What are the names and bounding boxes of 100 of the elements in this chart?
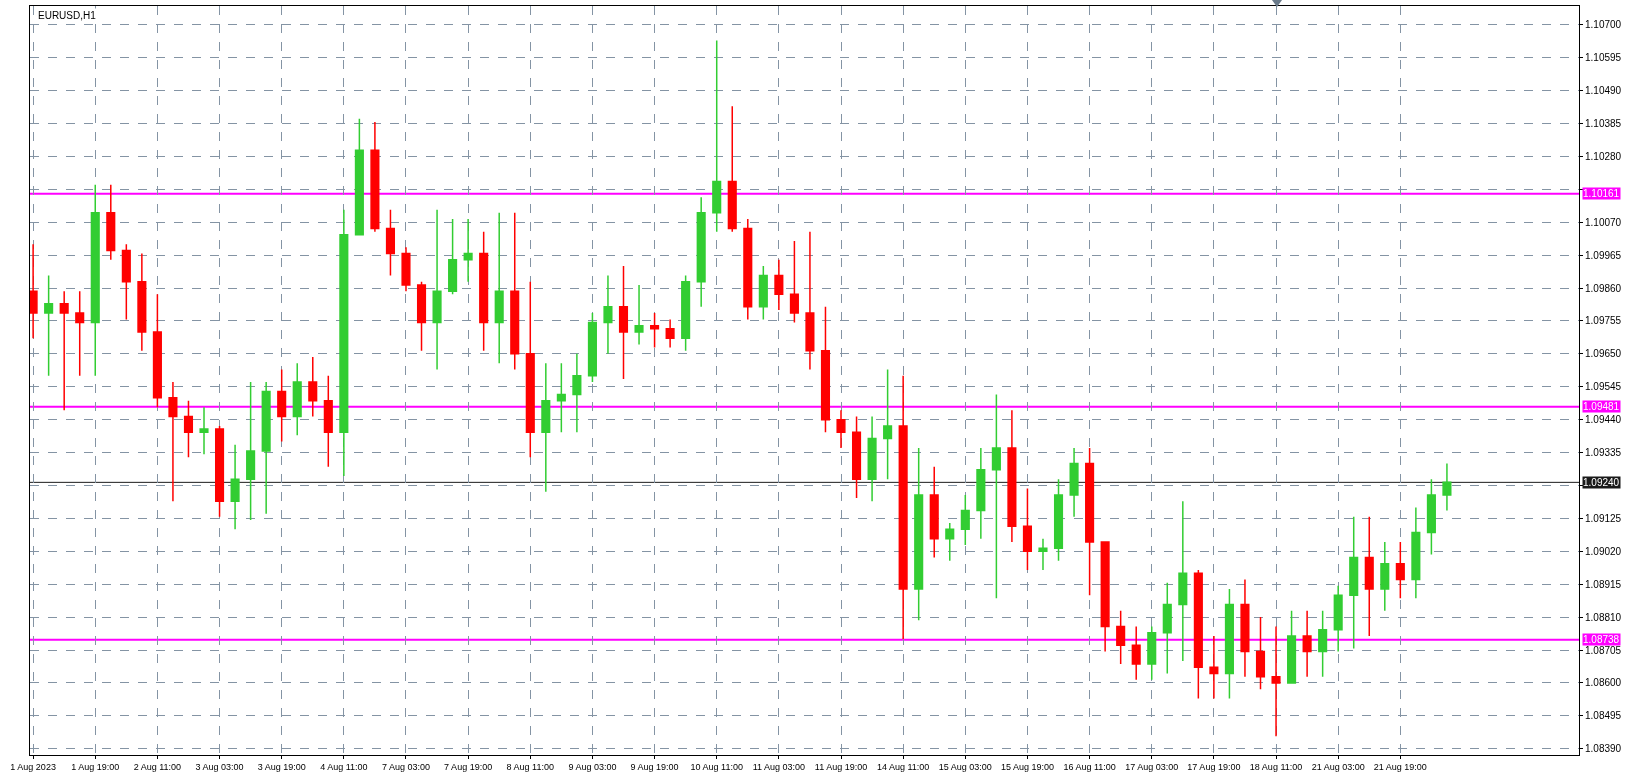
y-tick-label: 1.08600: [1585, 677, 1622, 689]
candlestick: [789, 240, 799, 324]
x-tick-label: 7 Aug 03:00: [381, 761, 431, 772]
candlestick: [183, 400, 194, 459]
candlestick: [1380, 541, 1390, 612]
candlestick: [308, 356, 318, 418]
x-tick-label: 9 Aug 03:00: [568, 761, 617, 772]
candlestick: [929, 465, 939, 559]
y-tick-label: 1.09650: [1585, 348, 1622, 360]
candlestick: [1038, 538, 1048, 571]
candlestick: [618, 265, 629, 380]
candlestick: [572, 353, 582, 433]
candlestick: [914, 447, 924, 621]
candlestick: [1287, 610, 1297, 684]
candlestick: [292, 362, 302, 437]
candlestick: [1116, 610, 1126, 665]
candlestick: [199, 406, 209, 455]
candlestick: [90, 183, 100, 377]
candlestick: [1085, 447, 1095, 596]
chart-title: EURUSD,H1: [38, 10, 97, 21]
x-tick-label: 7 Aug 19:00: [444, 761, 493, 772]
y-tick-label: 1.09125: [1585, 512, 1622, 524]
candlestick: [1193, 569, 1203, 700]
candlestick: [401, 246, 411, 292]
candlestick: [650, 312, 660, 349]
candlestick: [1162, 581, 1172, 675]
candlestick: [277, 368, 287, 443]
candlestick: [479, 230, 489, 352]
candlestick: [603, 274, 613, 355]
x-tick-label: 15 Aug 03:00: [938, 761, 992, 772]
x-tick-label: 11 Aug 03:00: [752, 761, 806, 772]
ref-line-label: 1.10161: [1583, 188, 1620, 199]
x-tick-label: 10 Aug 11:00: [690, 761, 743, 772]
candlestick: [246, 381, 256, 521]
candlestick: [1349, 516, 1359, 650]
x-tick-label: 3 Aug 19:00: [257, 761, 306, 772]
y-tick-label: 1.10280: [1585, 150, 1622, 162]
candlestick: [137, 252, 147, 352]
candlestick: [1411, 506, 1421, 600]
x-tick-label: 3 Aug 03:00: [195, 761, 244, 772]
candlestick: [370, 121, 380, 233]
candlestick: [416, 281, 427, 352]
candlestick: [261, 381, 271, 515]
ref-line-label: 1.08738: [1583, 634, 1620, 645]
candlestick: [106, 183, 116, 261]
candlestick: [1240, 578, 1250, 678]
candlestick: [59, 290, 69, 412]
y-tick-label: 1.08390: [1585, 743, 1622, 755]
candlestick: [976, 447, 986, 540]
candlestick: [867, 415, 877, 502]
candlestick: [44, 274, 54, 377]
x-tick-label: 17 Aug 19:00: [1187, 761, 1241, 772]
candlestick: [494, 212, 504, 365]
candlestick: [991, 393, 1001, 600]
candlestick: [1007, 409, 1017, 543]
candlestick: [820, 306, 831, 433]
y-tick-label: 1.08810: [1585, 611, 1622, 623]
y-tick-label: 1.08705: [1585, 644, 1622, 656]
y-tick-label: 1.09440: [1585, 414, 1622, 426]
candlestick: [448, 218, 458, 296]
candlestick: [805, 230, 815, 371]
x-tick-label: 15 Aug 19:00: [1000, 761, 1054, 772]
candlestick: [152, 293, 162, 408]
candlestick: [323, 375, 333, 468]
candlestick: [385, 208, 396, 277]
candlestick: [1069, 447, 1079, 518]
y-tick-label: 1.10385: [1585, 118, 1622, 130]
x-tick-label: 1 Aug 19:00: [71, 761, 120, 772]
candlestick: [634, 284, 644, 346]
x-tick-label: 14 Aug 11:00: [876, 761, 930, 772]
candlestick: [712, 39, 722, 233]
candlestick: [727, 105, 737, 233]
y-tick-label: 1.09965: [1585, 249, 1622, 261]
y-tick-label: 1.10490: [1585, 85, 1622, 97]
candlestick: [1302, 610, 1312, 678]
candlestick: [1131, 625, 1141, 681]
candlestick: [463, 218, 473, 283]
candlestick: [945, 522, 955, 562]
y-tick-label: 1.09020: [1585, 545, 1622, 557]
y-tick-label: 1.08495: [1585, 710, 1622, 722]
candlestick: [1100, 541, 1110, 653]
y-tick-label: 1.09545: [1585, 381, 1622, 393]
candlestick: [121, 243, 131, 321]
candlestick: [168, 381, 178, 502]
x-tick-label: 21 Aug 19:00: [1373, 761, 1427, 772]
x-tick-label: 8 Aug 11:00: [506, 761, 554, 772]
candlestick: [1147, 625, 1157, 681]
candlestick: [30, 243, 38, 339]
candlestick: [1426, 478, 1436, 556]
candlestick: [1022, 487, 1033, 571]
y-tick-label: 1.09335: [1585, 447, 1622, 459]
candlestick: [525, 281, 535, 459]
candlestick: [432, 208, 442, 371]
candlestick: [851, 415, 862, 499]
candlestick: [354, 118, 364, 236]
x-tick-label: 16 Aug 11:00: [1063, 761, 1116, 772]
candlestick: [1271, 625, 1281, 737]
candlestick: [774, 259, 784, 311]
candlestick: [1395, 541, 1405, 600]
candlestick: [836, 409, 846, 449]
